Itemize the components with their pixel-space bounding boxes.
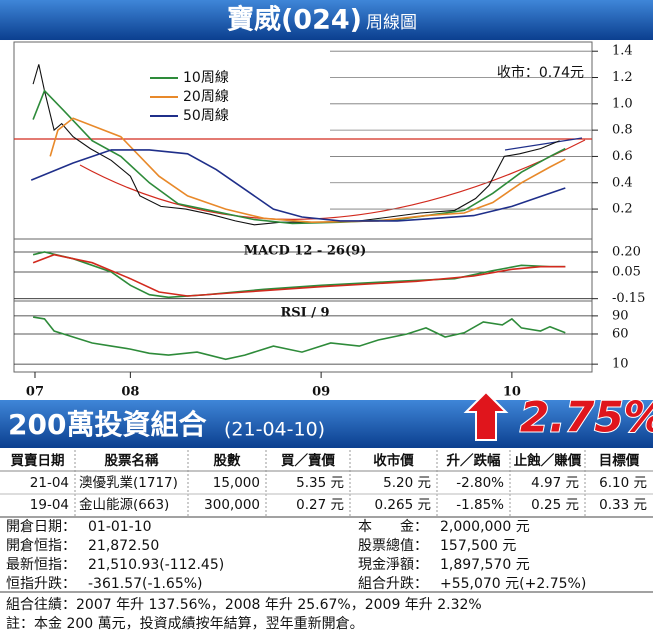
table-cell: 300,000 — [204, 497, 260, 513]
trend-line — [504, 137, 583, 151]
y-tick-label: 0.4 — [612, 175, 633, 190]
summary-value: +55,070 元(+2.75%) — [440, 576, 586, 592]
summary-value: 01-01-10 — [88, 519, 152, 535]
y-tick-label: 0.20 — [612, 245, 641, 260]
header-band — [0, 0, 653, 40]
legend-label: 10周線 — [183, 70, 229, 86]
y-tick-label: 0.05 — [612, 265, 641, 280]
y-tick-label: 0.8 — [612, 123, 633, 138]
table-cell: 5.20 元 — [383, 475, 431, 491]
table-cell: 0.33 元 — [599, 497, 647, 513]
table-cell: 0.25 元 — [531, 497, 579, 513]
portfolio-band — [0, 400, 653, 448]
summary-value: 157,500 元 — [440, 538, 516, 554]
up-arrow — [463, 390, 509, 441]
x-tick-label: 09 — [312, 385, 330, 400]
summary-label: 恒指升跌： — [6, 576, 76, 592]
table-header: 股數 — [214, 452, 241, 469]
summary-label: 最新恒指： — [6, 557, 76, 573]
panel-title: RSI / 9 — [280, 306, 329, 321]
y-tick-label: 60 — [612, 326, 629, 341]
table-cell: 0.265 元 — [375, 497, 431, 513]
panel-title: MACD 12 - 26(9) — [244, 244, 367, 259]
y-tick-label: 0.2 — [612, 202, 633, 217]
y-tick-label: -0.15 — [612, 291, 645, 306]
series-line — [32, 316, 566, 361]
table-cell: 19-04 — [30, 497, 69, 513]
table-cell: 4.97 元 — [531, 475, 579, 491]
series-line — [30, 149, 566, 222]
plot-frame — [13, 41, 593, 373]
x-tick-label: 07 — [26, 385, 44, 400]
series-line — [32, 64, 560, 226]
note: 組合往績：2007 年升 137.56%，2008 年升 25.67%，2009… — [6, 597, 482, 613]
table-header: 目標價 — [599, 452, 640, 469]
legend-label: 50周線 — [183, 108, 229, 124]
portfolio-change: 2.75% — [520, 393, 653, 442]
series-line — [49, 117, 566, 224]
table-cell: 6.10 元 — [599, 475, 647, 491]
table-cell: 澳優乳業(1717) — [79, 475, 178, 491]
annotation: 收市：0.74元 — [497, 64, 584, 81]
portfolio-date: (21-04-10) — [224, 419, 325, 441]
summary-value: 21,872.50 — [88, 538, 159, 554]
table-header: 買／賣價 — [281, 452, 335, 469]
y-tick-label: 90 — [612, 308, 629, 323]
table-header: 升／跌幅 — [447, 452, 501, 469]
table-cell: -1.85% — [456, 497, 504, 513]
summary-label: 現金淨額： — [358, 557, 428, 573]
summary-label: 開倉恒指： — [6, 538, 76, 554]
x-tick-label: 10 — [503, 385, 521, 400]
summary-value: 1,897,570 元 — [440, 557, 530, 573]
table-cell: 15,000 — [213, 475, 260, 491]
table-cell: -2.80% — [456, 475, 504, 491]
summary-label: 股票總值： — [358, 537, 428, 554]
legend-label: 20周線 — [183, 89, 229, 105]
table-cell: 21-04 — [30, 475, 69, 491]
table-header: 收市價 — [373, 452, 414, 469]
portfolio-title: 200萬投資組合 — [8, 408, 207, 441]
y-tick-label: 0.6 — [612, 149, 633, 164]
series-line — [32, 89, 566, 225]
y-tick-label: 1.0 — [612, 96, 633, 111]
chart-title: 寶威(024) — [227, 4, 362, 36]
y-tick-label: 10 — [612, 357, 629, 372]
table-header: 股票名稱 — [105, 452, 159, 469]
summary-value: -361.57(-1.65%) — [88, 576, 203, 592]
y-tick-label: 1.2 — [612, 70, 633, 85]
x-tick-label: 08 — [121, 385, 139, 400]
series-line — [32, 253, 566, 297]
y-tick-label: 1.4 — [612, 44, 633, 59]
chart-subtitle: 周線圖 — [366, 13, 417, 33]
summary-label: 開倉日期： — [6, 519, 76, 535]
note: 註：本金 200 萬元，投資成績按年結算，翌年重新開倉。 — [6, 616, 364, 632]
table-header: 止蝕／賺價 — [514, 452, 582, 469]
table-header: 買賣日期 — [11, 452, 65, 469]
summary-label: 組合升跌： — [358, 576, 428, 592]
summary-label: 本 金： — [358, 519, 428, 535]
summary-value: 21,510.93(-112.45) — [88, 557, 224, 573]
summary-value: 2,000,000 元 — [440, 519, 530, 535]
table-cell: 金山能源(663) — [79, 497, 169, 513]
table-cell: 5.35 元 — [296, 475, 344, 491]
table-cell: 0.27 元 — [296, 497, 344, 513]
